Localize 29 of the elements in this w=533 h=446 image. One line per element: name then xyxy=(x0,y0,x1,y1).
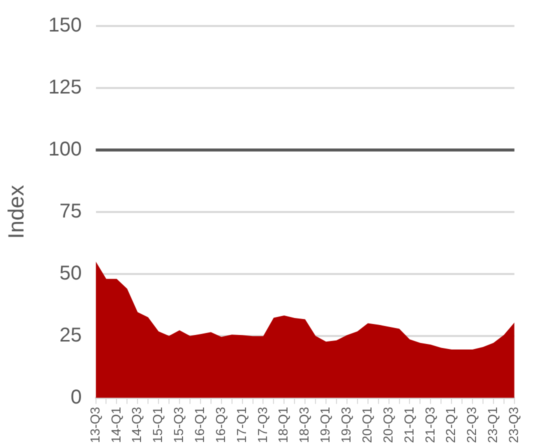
x-tick-label: 16-Q1 xyxy=(192,406,208,444)
y-tick-label: 125 xyxy=(48,76,82,98)
x-tick-label: 20-Q1 xyxy=(359,406,374,444)
x-tick-label: 17-Q3 xyxy=(254,406,270,444)
y-tick-label: 0 xyxy=(70,386,82,408)
y-tick-label: 150 xyxy=(48,14,82,37)
x-tick-label: 21-Q3 xyxy=(422,406,438,444)
y-tick-label: 50 xyxy=(60,262,82,284)
x-tick-label: 22-Q3 xyxy=(464,406,480,444)
x-tick-label: 15-Q1 xyxy=(150,406,166,444)
x-tick-label: 18-Q3 xyxy=(296,406,312,444)
x-tick-label: 23-Q3 xyxy=(506,406,521,444)
x-tick-label: 19-Q3 xyxy=(338,406,354,444)
x-tick-label: 15-Q3 xyxy=(171,406,186,444)
x-tick-label: 20-Q3 xyxy=(380,406,396,444)
x-tick-label: 13-Q3 xyxy=(87,406,102,444)
x-tick-label: 17-Q1 xyxy=(234,406,249,444)
x-tick-label: 22-Q1 xyxy=(443,406,458,444)
x-tick-label: 23-Q1 xyxy=(485,406,500,444)
x-tick-label: 14-Q3 xyxy=(129,406,144,444)
y-tick-label: 25 xyxy=(60,324,82,346)
x-tick-label: 16-Q3 xyxy=(212,406,228,444)
x-tick-label: 21-Q1 xyxy=(401,406,416,444)
x-tick-label: 14-Q1 xyxy=(108,406,124,444)
y-axis-title: Index xyxy=(3,185,28,239)
x-tick-label: 19-Q1 xyxy=(318,406,333,444)
y-tick-label: 100 xyxy=(48,138,82,160)
y-tick-label: 75 xyxy=(60,200,82,222)
x-tick-label: 18-Q1 xyxy=(276,406,291,444)
